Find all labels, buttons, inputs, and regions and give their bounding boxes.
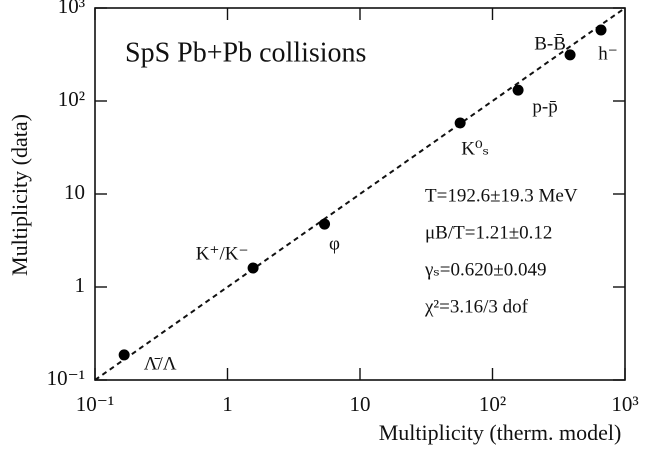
- y-tick-label: 10²: [58, 87, 85, 111]
- x-tick-label: 10³: [611, 392, 638, 416]
- point-label: K⁰ₛ: [461, 138, 489, 159]
- fit-annotation: χ²=3.16/3 dof: [424, 296, 529, 317]
- y-tick-label: 10³: [58, 0, 85, 18]
- point-label: Λ̄/Λ: [144, 353, 177, 374]
- y-tick-label: 1: [75, 273, 86, 297]
- x-tick-label: 1: [222, 392, 233, 416]
- point-label: h⁻: [598, 43, 618, 64]
- data-point: [247, 262, 259, 274]
- data-point: [118, 349, 130, 361]
- point-label: B-B̄: [534, 33, 566, 54]
- fit-annotation: γₛ=0.620±0.049: [424, 259, 546, 280]
- y-axis-label: Multiplicity (data): [7, 114, 32, 276]
- data-point: [454, 117, 466, 129]
- fit-annotation: μB/T=1.21±0.12: [425, 222, 552, 243]
- x-tick-label: 10⁻¹: [76, 392, 114, 416]
- point-label: K⁺/K⁻: [196, 243, 249, 264]
- x-tick-label: 10²: [479, 392, 506, 416]
- point-label: p-p̄: [532, 96, 557, 117]
- fit-annotation: T=192.6±19.3 MeV: [425, 185, 578, 206]
- x-tick-label: 10: [350, 392, 371, 416]
- y-tick-label: 10⁻¹: [47, 366, 85, 390]
- x-axis-label: Multiplicity (therm. model): [379, 420, 622, 445]
- data-point: [564, 49, 576, 61]
- y-tick-label: 10: [64, 180, 85, 204]
- data-point: [319, 218, 331, 230]
- point-label: φ: [329, 233, 340, 254]
- data-point: [595, 24, 607, 36]
- data-point: [512, 84, 524, 96]
- chart-title: SpS Pb+Pb collisions: [125, 37, 366, 68]
